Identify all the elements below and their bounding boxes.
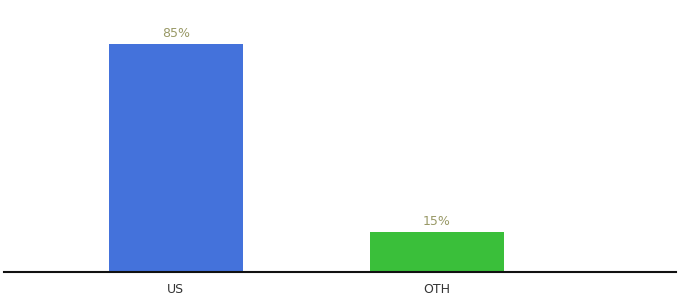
Text: 15%: 15%: [423, 215, 451, 228]
Bar: [370, 232, 504, 272]
Bar: [109, 44, 243, 272]
Text: 85%: 85%: [162, 27, 190, 40]
